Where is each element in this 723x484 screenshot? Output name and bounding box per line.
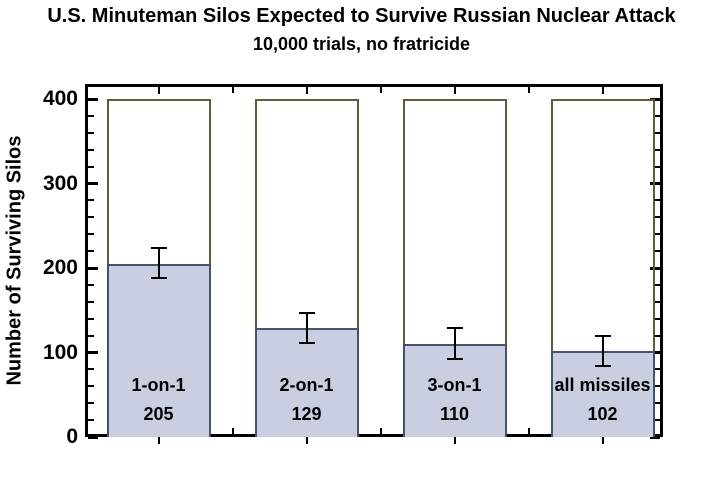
y-tick-left — [88, 97, 98, 101]
y-tick-right — [650, 97, 660, 101]
y-tick-right — [654, 402, 660, 405]
y-tick-left — [88, 250, 94, 253]
y-tick-right — [650, 351, 660, 354]
x-tick-bottom — [305, 437, 308, 444]
reference-outline-box — [550, 99, 655, 437]
y-tick-left — [88, 266, 98, 270]
y-tick-right — [650, 182, 660, 185]
y-tick-right — [654, 334, 660, 337]
y-tick-right — [654, 165, 660, 168]
error-bar-cap-bottom — [298, 342, 315, 345]
y-tick-label: 100 — [42, 340, 78, 364]
x-minor-tick-top — [231, 87, 234, 93]
y-tick-right — [654, 131, 660, 134]
y-tick-label: 0 — [66, 425, 78, 448]
x-minor-tick-bottom — [527, 428, 530, 434]
bar-category-label: 2-on-1 — [279, 375, 334, 395]
bar-category-label: 1-on-1 — [131, 375, 186, 395]
y-tick-left — [88, 351, 98, 354]
chart-title: U.S. Minuteman Silos Expected to Survive… — [47, 5, 676, 27]
y-tick-left — [88, 300, 94, 303]
y-tick-right — [654, 385, 660, 388]
y-tick-left — [88, 334, 94, 337]
bar-fill — [254, 327, 359, 437]
y-tick-right — [654, 216, 660, 219]
y-tick-right — [654, 114, 660, 117]
x-tick-top — [157, 87, 160, 94]
error-bar-line — [453, 327, 456, 360]
x-tick-top — [453, 87, 456, 94]
y-tick-left — [88, 148, 94, 151]
y-tick-left — [88, 317, 94, 320]
y-tick-left — [88, 435, 98, 439]
y-tick-left — [88, 402, 94, 405]
y-tick-right — [650, 266, 660, 270]
bar-value-label: 129 — [291, 404, 322, 424]
error-bar-line — [601, 335, 604, 366]
x-minor-tick-top — [379, 87, 382, 93]
error-bar-cap-bottom — [594, 365, 611, 368]
y-tick-right — [654, 419, 660, 422]
y-tick-right — [654, 233, 660, 236]
x-tick-top — [601, 87, 604, 94]
y-tick-right — [654, 368, 660, 371]
x-tick-bottom — [601, 437, 604, 444]
x-tick-top — [305, 87, 308, 94]
y-tick-left — [88, 199, 94, 202]
y-tick-left — [88, 165, 94, 168]
x-minor-tick-bottom — [379, 428, 382, 434]
reference-outline-box — [402, 99, 507, 437]
y-tick-label: 300 — [42, 171, 78, 195]
error-bar-cap-top — [594, 334, 611, 337]
y-tick-left — [88, 114, 94, 117]
y-tick-left — [88, 182, 98, 185]
plot-frame — [85, 84, 663, 437]
reference-outline-box — [254, 99, 359, 437]
x-tick-bottom — [157, 437, 160, 444]
error-bar-cap-top — [150, 246, 167, 249]
y-tick-left — [88, 233, 94, 236]
y-tick-right — [654, 300, 660, 303]
y-tick-left — [88, 419, 94, 422]
y-tick-label: 400 — [42, 87, 78, 110]
bar-category-label: 3-on-1 — [427, 375, 482, 395]
y-tick-left — [88, 216, 94, 219]
error-bar-cap-top — [298, 311, 315, 314]
x-minor-tick-bottom — [231, 428, 234, 434]
y-tick-left — [88, 385, 94, 388]
y-tick-right — [650, 435, 660, 439]
x-tick-bottom — [453, 437, 456, 444]
x-minor-tick-top — [527, 87, 530, 93]
bar-category-label: all missiles — [554, 375, 651, 395]
chart-subtitle: 10,000 trials, no fratricide — [252, 34, 471, 54]
y-tick-left — [88, 283, 94, 286]
error-bar-line — [305, 312, 308, 344]
y-tick-right — [654, 317, 660, 320]
error-bar-cap-bottom — [446, 358, 463, 361]
bar-value-label: 102 — [587, 404, 618, 424]
y-tick-right — [654, 250, 660, 253]
y-tick-right — [654, 283, 660, 286]
y-tick-left — [88, 131, 94, 134]
y-tick-right — [654, 199, 660, 202]
bar-value-label: 110 — [439, 404, 470, 424]
error-bar-cap-top — [446, 326, 463, 329]
y-tick-label: 200 — [42, 256, 78, 279]
error-bar-line — [157, 247, 160, 279]
bar-value-label: 205 — [143, 404, 174, 424]
y-tick-left — [88, 368, 94, 371]
y-tick-right — [654, 148, 660, 151]
error-bar-cap-bottom — [150, 277, 167, 280]
